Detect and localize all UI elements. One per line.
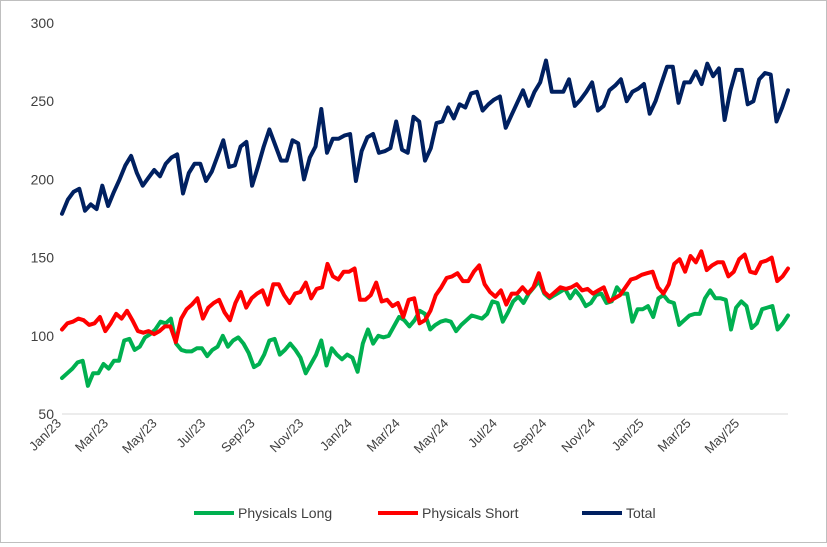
x-axis: Jan/23 Mar/23 May/23 Jul/23 Sep/23 Nov/23 Jan/… <box>26 413 788 457</box>
x-tick-label: Nov/24 <box>558 416 598 456</box>
x-tick-label: Sep/24 <box>510 416 550 456</box>
x-tick-label: Mar/24 <box>364 416 403 455</box>
legend: Physicals Long Physicals Short Total <box>194 505 656 521</box>
legend-label-physicals-long: Physicals Long <box>238 505 332 521</box>
x-tick-label: Jul/24 <box>465 416 500 451</box>
x-tick-label: Jul/23 <box>173 416 208 451</box>
series-line-physicals-short <box>60 249 790 345</box>
y-tick-label: 150 <box>31 250 55 266</box>
x-tick-label: May/23 <box>119 416 160 457</box>
y-tick-label: 50 <box>38 406 54 422</box>
series-line-physicals-long <box>60 279 790 388</box>
legend-label-physicals-short: Physicals Short <box>422 505 519 521</box>
y-axis: 50 100 150 200 250 300 <box>31 15 55 422</box>
x-tick-label: Mar/25 <box>654 416 693 455</box>
x-tick-label: Nov/23 <box>267 416 307 456</box>
plot-series <box>60 58 790 388</box>
y-tick-label: 250 <box>31 93 55 109</box>
y-tick-label: 300 <box>31 15 55 31</box>
x-tick-label: May/25 <box>702 416 743 457</box>
legend-label-total: Total <box>626 505 656 521</box>
x-tick-label: Jan/24 <box>317 416 355 454</box>
x-tick-label: May/24 <box>411 416 452 457</box>
y-tick-label: 100 <box>31 328 55 344</box>
x-tick-label: Mar/23 <box>72 416 111 455</box>
series-line-total <box>60 58 790 216</box>
y-tick-label: 200 <box>31 171 55 187</box>
x-tick-label: Sep/23 <box>218 416 258 456</box>
x-tick-label: Jan/25 <box>608 416 646 454</box>
